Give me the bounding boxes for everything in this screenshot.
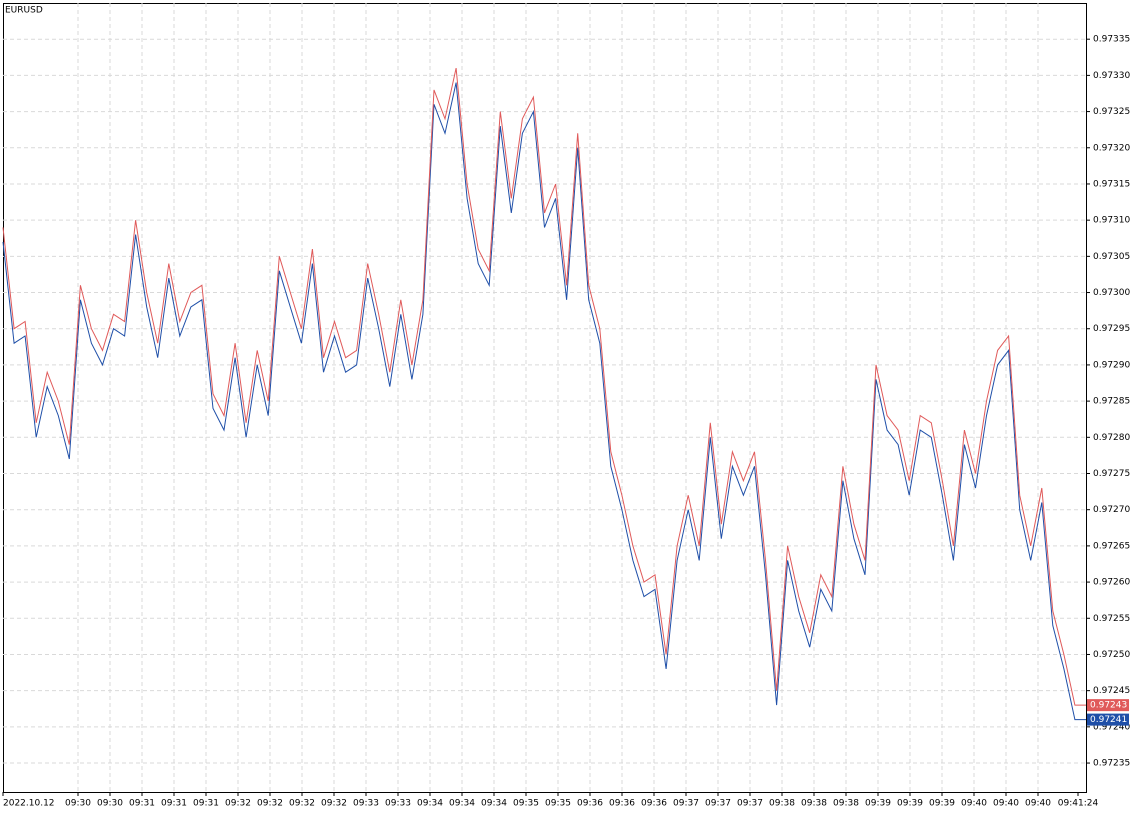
y-tick-label: 0.97335 — [1093, 35, 1130, 45]
x-tick-label: 09:32 — [225, 799, 251, 809]
price-tag-label: 0.97241 — [1090, 715, 1127, 725]
x-tick-label: 09:31 — [129, 799, 155, 809]
x-tick-label: 09:37 — [737, 799, 763, 809]
x-tick-label: 09:40 — [1025, 799, 1051, 809]
y-tick-label: 0.97310 — [1093, 216, 1130, 226]
chart-title: EURUSD — [5, 6, 43, 16]
x-tick-label: 09:30 — [65, 799, 91, 809]
x-tick-label: 09:36 — [641, 799, 667, 809]
y-tick-label: 0.97285 — [1093, 397, 1130, 407]
x-tick-label: 09:31 — [161, 799, 187, 809]
x-tick-label: 09:34 — [417, 799, 443, 809]
x-tick-label: 2022.10.12 — [3, 799, 55, 809]
y-tick-label: 0.97315 — [1093, 179, 1130, 189]
x-tick-label: 09:39 — [897, 799, 923, 809]
x-tick-label: 09:35 — [545, 799, 571, 809]
y-tick-label: 0.97330 — [1093, 71, 1130, 81]
y-tick-label: 0.97260 — [1093, 578, 1130, 588]
x-tick-label: 09:34 — [449, 799, 475, 809]
x-tick-label: 09:40 — [993, 799, 1019, 809]
y-tick-label: 0.97265 — [1093, 541, 1130, 551]
y-tick-label: 0.97275 — [1093, 469, 1130, 479]
y-tick-label: 0.97305 — [1093, 252, 1130, 262]
x-tick-label: 09:36 — [609, 799, 635, 809]
y-tick-label: 0.97320 — [1093, 143, 1130, 153]
x-tick-label: 09:32 — [321, 799, 347, 809]
price-line — [2, 67, 1086, 706]
x-tick-label: 09:40 — [961, 799, 987, 809]
x-tick-label: 09:33 — [353, 799, 379, 809]
price-tag — [1087, 699, 1129, 712]
price-tag-label: 0.97243 — [1090, 701, 1127, 711]
y-tick-label: 0.97245 — [1093, 686, 1130, 696]
y-tick-label: 0.97300 — [1093, 288, 1130, 298]
x-tick-label: 09:39 — [929, 799, 955, 809]
x-tick-label: 09:32 — [257, 799, 283, 809]
y-tick-label: 0.97295 — [1093, 324, 1130, 334]
y-tick-label: 0.97290 — [1093, 360, 1130, 370]
x-tick-label: 09:36 — [577, 799, 603, 809]
plot-frame — [3, 3, 1087, 793]
x-tick-label: 09:37 — [673, 799, 699, 809]
y-tick-label: 0.97255 — [1093, 614, 1130, 624]
y-tick-label: 0.97325 — [1093, 107, 1130, 117]
x-tick-label: 09:34 — [481, 799, 507, 809]
x-tick-label: 09:33 — [385, 799, 411, 809]
x-tick-label: 09:35 — [513, 799, 539, 809]
price-tag — [1087, 713, 1129, 726]
y-tick-label: 0.97270 — [1093, 505, 1130, 515]
y-tick-label: 0.97235 — [1093, 759, 1130, 769]
x-tick-label: 09:31 — [193, 799, 219, 809]
y-tick-label: 0.97250 — [1093, 650, 1130, 660]
x-tick-label: 09:32 — [289, 799, 315, 809]
price-line — [2, 82, 1086, 721]
x-tick-label: 09:38 — [801, 799, 827, 809]
x-tick-label: 09:30 — [97, 799, 123, 809]
x-tick-label: 09:37 — [705, 799, 731, 809]
x-tick-label: 09:38 — [833, 799, 859, 809]
x-tick-label: 09:38 — [769, 799, 795, 809]
y-tick-label: 0.97240 — [1093, 722, 1130, 732]
x-tick-label: 09:39 — [865, 799, 891, 809]
y-tick-label: 0.97280 — [1093, 433, 1130, 443]
x-tick-label: 09:41:24 — [1058, 799, 1099, 809]
